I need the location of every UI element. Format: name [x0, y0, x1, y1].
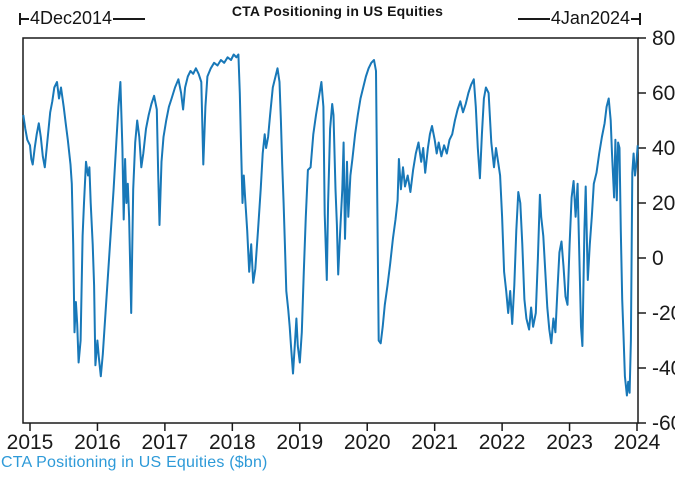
x-axis-label: 2015 [7, 431, 54, 454]
range-start-line [21, 17, 29, 20]
date-range-start-marker: 4Dec2014 [19, 8, 146, 29]
range-end-tick-icon [639, 12, 641, 25]
x-axis-label: 2016 [74, 431, 121, 454]
chart-title: CTA Positioning in US Equities [231, 3, 444, 19]
range-end-line-long [517, 17, 550, 20]
y-axis-label: 80 [652, 27, 675, 50]
range-start-tick-icon [19, 12, 21, 25]
x-axis-label: 2023 [546, 431, 593, 454]
y-axis-label: -20 [652, 302, 675, 325]
x-axis-label: 2017 [142, 431, 189, 454]
x-axis-label: 2020 [344, 431, 391, 454]
y-axis-label: 0 [652, 247, 664, 270]
y-axis-label: -60 [652, 412, 675, 435]
x-axis-label: 2024 [614, 431, 661, 454]
x-axis-label: 2022 [479, 431, 526, 454]
date-range-end-label: 4Jan2024 [550, 8, 630, 28]
series-line [22, 53, 639, 397]
x-axis-label: 2018 [209, 431, 256, 454]
date-range-start-label: 4Dec2014 [30, 8, 113, 28]
range-start-line-long [113, 17, 146, 20]
range-end-line [631, 17, 639, 20]
y-axis-label: 40 [652, 137, 675, 160]
y-axis-label: -40 [652, 357, 675, 380]
date-range-end-marker: 4Jan2024 [517, 8, 641, 29]
chart-caption: CTA Positioning in US Equities ($bn) [1, 454, 268, 471]
y-axis-label: 60 [652, 82, 675, 105]
x-axis-label: 2021 [411, 431, 458, 454]
plot-frame [22, 37, 639, 424]
y-axis-label: 20 [652, 192, 675, 215]
x-axis-label: 2019 [276, 431, 323, 454]
